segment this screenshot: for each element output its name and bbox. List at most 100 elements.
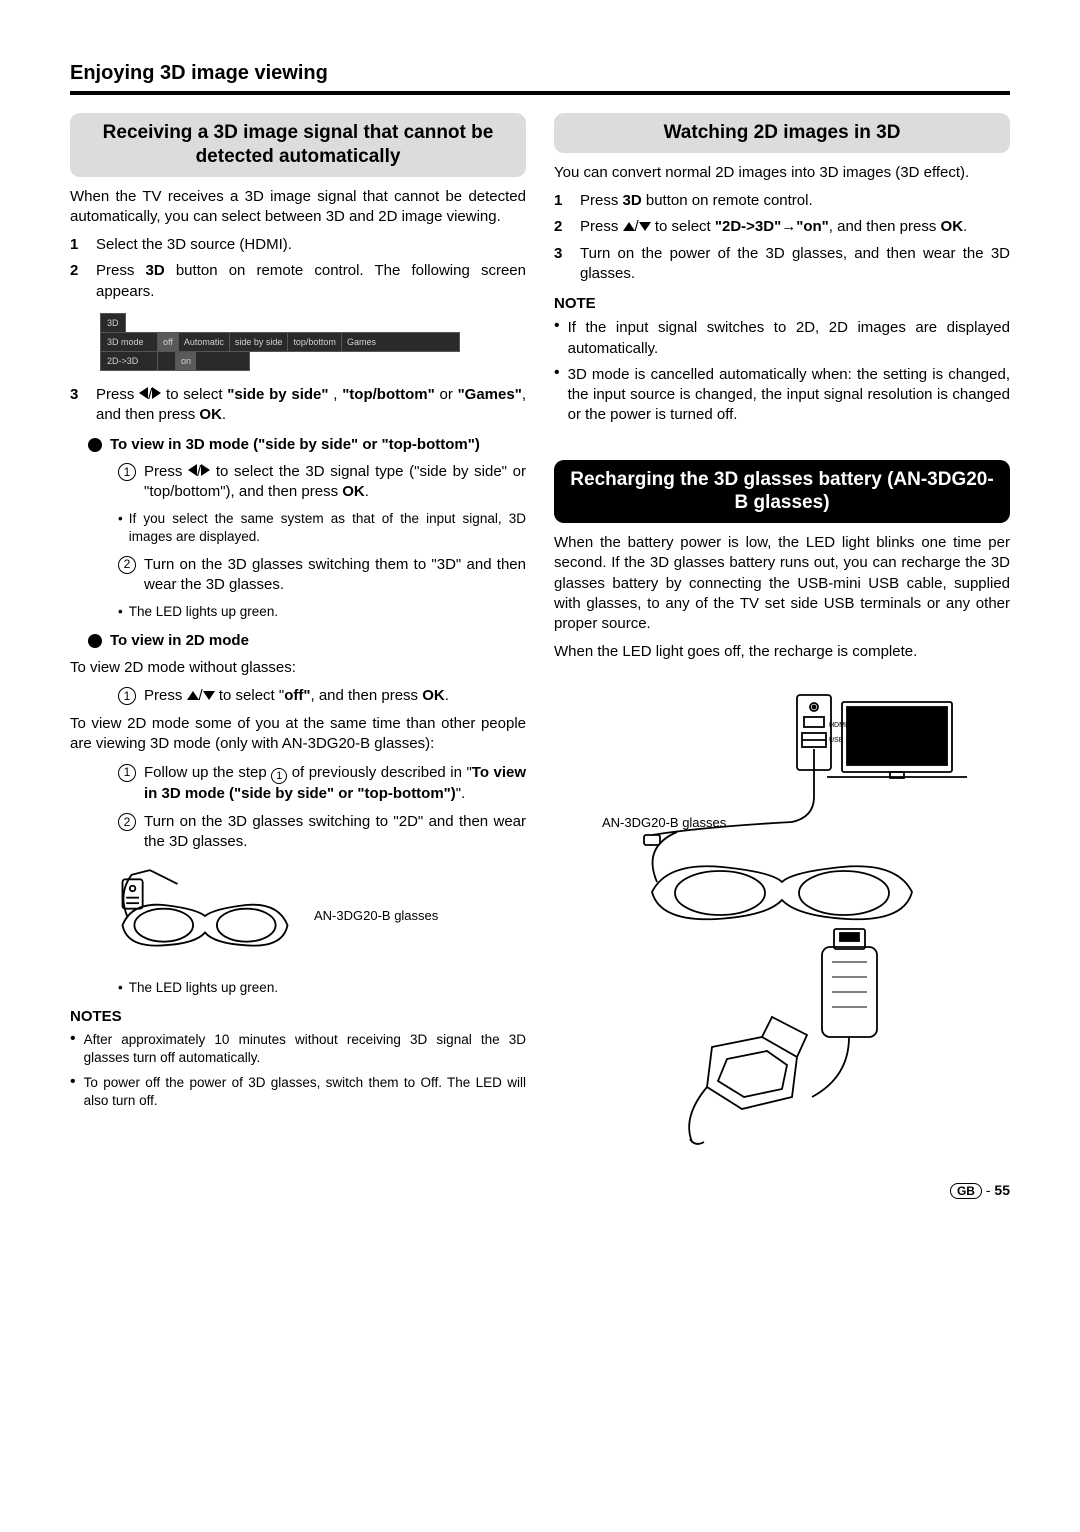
text: To view in 3D mode ("side by side" or "t… [110, 436, 480, 453]
view3d-step2: 2 Turn on the 3D glasses switching them … [70, 555, 526, 596]
text: ". [456, 785, 466, 802]
text: , [329, 386, 343, 403]
bold: OK [342, 483, 365, 500]
bold: "Games" [458, 386, 522, 403]
text: of previously described in " [287, 764, 472, 781]
circled-number: 1 [118, 687, 136, 705]
step-text: Press 3D button on remote control. [580, 191, 1010, 211]
intro-text: When the TV receives a 3D image signal t… [70, 187, 526, 228]
step-number: 2 [554, 217, 580, 237]
bold: "2D->3D" [715, 218, 781, 235]
text: Press [96, 262, 146, 279]
menu-row-3dmode: 3D mode off Automatic side by side top/b… [100, 332, 460, 352]
step-number: 3 [554, 244, 580, 285]
text: Press [580, 218, 623, 235]
step-text: Press / to select the 3D signal type ("s… [144, 462, 526, 503]
sub-bullet: If you select the same system as that of… [70, 510, 526, 546]
recharge-text1: When the battery power is low, the LED l… [554, 533, 1010, 634]
bold: 3D [146, 262, 165, 279]
step-text: Press / to select "off", and then press … [144, 686, 526, 706]
left-arrow-icon [139, 387, 148, 399]
step-number: 1 [70, 235, 96, 255]
step-text: Press 3D button on remote control. The f… [96, 261, 526, 302]
bold: OK [422, 687, 445, 704]
note-heading: NOTE [554, 294, 1010, 314]
step-text: Turn on the power of the 3D glasses, and… [580, 244, 1010, 285]
row-label: 3D mode [101, 336, 157, 348]
text: to select " [219, 687, 284, 704]
step-text: Press / to select "2D->3D"→"on", and the… [580, 217, 1010, 237]
step-text: Press / to select "side by side" , "top/… [96, 385, 526, 426]
text: or [435, 386, 458, 403]
text: Press [580, 192, 623, 209]
text: The LED lights up green. [129, 979, 278, 997]
page-number: 55 [994, 1182, 1010, 1198]
text: to select [655, 218, 715, 235]
menu-cell: on [175, 352, 196, 370]
menu-cell [157, 352, 175, 370]
bold: off" [284, 687, 310, 704]
page-footer: GB - 55 [70, 1181, 1010, 1200]
menu-row-2d3d: 2D->3D on [100, 351, 250, 371]
osd-menu-figure: 3D 3D mode off Automatic side by side to… [100, 312, 460, 371]
step-text: Select the 3D source (HDMI). [96, 235, 526, 255]
note-text: After approximately 10 minutes without r… [84, 1031, 526, 1067]
step-text: Follow up the step 1 of previously descr… [144, 763, 526, 805]
sub-bullet: The LED lights up green. [70, 979, 526, 997]
svg-text:USB: USB [829, 737, 844, 744]
steps-1-2: 1 Select the 3D source (HDMI). 2 Press 3… [70, 235, 526, 302]
subhead-text: To view in 2D mode [110, 631, 249, 651]
note-text: To power off the power of 3D glasses, sw… [84, 1074, 526, 1110]
right-column: Watching 2D images in 3D You can convert… [554, 113, 1010, 1147]
figure-label: AN-3DG20-B glasses [602, 815, 727, 830]
view2d-intro: To view 2D mode without glasses: [70, 658, 526, 678]
menu-cell: Games [341, 333, 381, 351]
view2d-para: To view 2D mode some of you at the same … [70, 714, 526, 755]
text: . [963, 218, 967, 235]
text: If you select the same system as that of… [129, 510, 526, 546]
bold: "on" [796, 218, 829, 235]
text: Follow up the step [144, 764, 271, 781]
up-arrow-icon [187, 691, 199, 700]
note-text: 3D mode is cancelled automatically when:… [568, 365, 1010, 426]
view3d-steps: 1 Press / to select the 3D signal type (… [70, 462, 526, 503]
down-arrow-icon [203, 691, 215, 700]
step-text: Turn on the 3D glasses switching them to… [144, 555, 526, 596]
step-text: Turn on the 3D glasses switching to "2D"… [144, 812, 526, 853]
text: Press [144, 463, 188, 480]
text: , and then press [310, 687, 422, 704]
page-title: Enjoying 3D image viewing [70, 60, 1010, 95]
recharge-diagram-icon: HDMI USB AN-3DG20-B glasses [592, 687, 972, 1147]
figure-label: AN-3DG20-B glasses [314, 907, 438, 925]
region-badge: GB [950, 1183, 982, 1199]
glasses-figure: AN-3DG20-B glasses [110, 861, 526, 971]
text: . [222, 406, 226, 423]
text: , and then press [829, 218, 941, 235]
circled-number: 2 [118, 813, 136, 831]
bold: OK [941, 218, 964, 235]
subhead-view-2d: To view in 2D mode [88, 631, 526, 651]
glasses-icon [110, 861, 300, 971]
text: → [781, 218, 796, 235]
text: . [365, 483, 369, 500]
menu-cell: side by side [229, 333, 288, 351]
recharge-text2: When the LED light goes off, the recharg… [554, 642, 1010, 662]
menu-cell: off [157, 333, 178, 351]
menu-tab: 3D [100, 313, 126, 333]
sub-bullet: The LED lights up green. [70, 603, 526, 621]
left-arrow-icon [188, 464, 197, 476]
circled-number: 1 [118, 463, 136, 481]
right-steps: 1 Press 3D button on remote control. 2 P… [554, 191, 1010, 284]
row-label: 2D->3D [101, 355, 157, 367]
right-arrow-icon [201, 464, 210, 476]
view2d-followup: 1 Follow up the step 1 of previously des… [70, 763, 526, 853]
right-arrow-icon [152, 387, 161, 399]
left-column: Receiving a 3D image signal that cannot … [70, 113, 526, 1147]
bold: OK [199, 406, 222, 423]
step-number: 3 [70, 385, 96, 426]
note-list: •If the input signal switches to 2D, 2D … [554, 318, 1010, 425]
intro-text: You can convert normal 2D images into 3D… [554, 163, 1010, 183]
bold: "side by side" [227, 386, 328, 403]
menu-cell: top/bottom [287, 333, 341, 351]
bullet-icon [88, 634, 102, 648]
